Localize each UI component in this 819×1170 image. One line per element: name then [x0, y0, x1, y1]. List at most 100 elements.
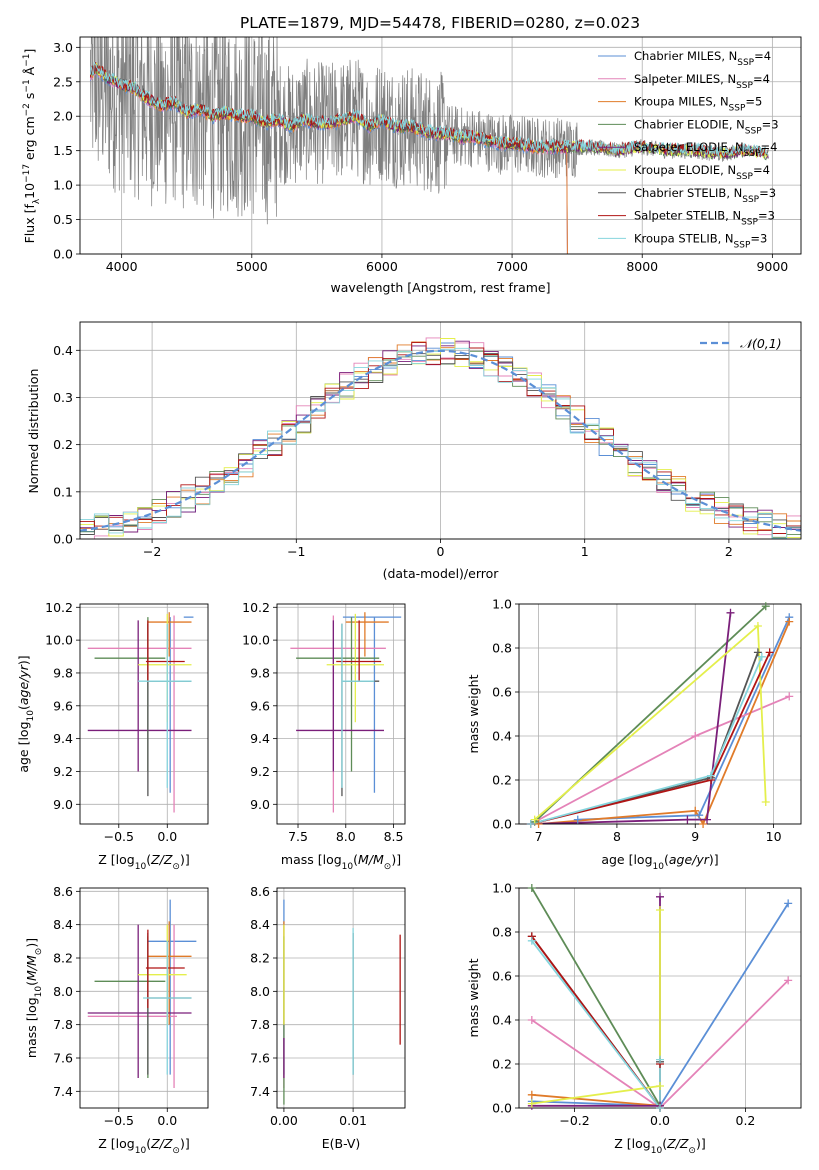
legend: 𝒩(0,1)	[700, 336, 782, 351]
weight-vs-Z-panel: −0.2 0.0 0.2 0.0 0.2 0.4 0.6 0.8 1.0 mass weight Z…	[466, 881, 802, 1156]
y-tick-label: 9.6	[250, 698, 270, 713]
legend-label: Chabrier STELIB, NSSP=3	[634, 186, 776, 205]
weight-marker	[656, 1082, 664, 1090]
x-axis-label: mass [log10(M/M⊙)]	[281, 852, 401, 872]
y-axis-label: Flux [fλ10−17 erg cm−2 s−1 Å−1]	[22, 49, 42, 244]
weight-line	[530, 612, 732, 824]
weight-marker	[691, 732, 700, 740]
y-tick-label: 8.2	[250, 951, 270, 966]
y-axis-label: mass weight	[466, 958, 481, 1037]
weight-marker	[656, 1055, 664, 1064]
axes-frame	[79, 603, 209, 825]
weight-marker	[656, 892, 664, 901]
legend-label: Kroupa MILES, NSSP=5	[634, 95, 762, 114]
y-tick-label: 0.8	[492, 925, 512, 940]
weight-marker	[656, 1104, 664, 1112]
y-tick-label: 0.6	[492, 685, 512, 700]
weight-marker	[785, 692, 794, 701]
weight-marker	[703, 815, 711, 824]
y-tick-label: 1.0	[492, 597, 512, 612]
y-tick-label: 0.0	[492, 817, 512, 832]
y-tick-label: 0.1	[53, 484, 73, 499]
x-tick-label: 2	[725, 544, 733, 559]
x-tick-label: 8.0	[336, 829, 356, 844]
weight-marker	[683, 815, 692, 824]
y-tick-label: 10.2	[45, 600, 73, 615]
x-axis-label: E(B-V)	[322, 1136, 361, 1151]
x-axis-label: wavelength [Angstrom, rest frame]	[330, 280, 550, 295]
y-tick-label: 9.2	[53, 764, 73, 779]
y-tick-label: 0.8	[492, 641, 512, 656]
axes-frame	[276, 887, 406, 1109]
axes: −0.5 0.0 7.4 7.6 7.8 8.0 8.2 8.4 8.6 Z [log10(Z/Z…	[24, 884, 209, 1156]
gaussian-curve	[80, 349, 801, 532]
plot-area	[87, 899, 197, 1088]
plot-area	[290, 612, 402, 813]
x-tick-label: 8.5	[384, 829, 404, 844]
legend-label: Salpeter ELODIE, NSSP=4	[634, 140, 777, 159]
grid	[80, 888, 208, 1108]
x-tick-label: 0.0	[650, 1113, 670, 1128]
y-tick-label: 9.6	[53, 698, 73, 713]
y-tick-label: 8.0	[250, 984, 270, 999]
y-axis-label: Normed distribution	[26, 369, 41, 494]
y-tick-label: 0.4	[492, 1013, 512, 1028]
weight-line	[577, 616, 791, 821]
x-tick-label: 8000	[626, 259, 658, 274]
weight-marker	[573, 815, 582, 824]
y-tick-label: 7.6	[250, 1051, 270, 1066]
x-axis-label: Z [log10(Z/Z⊙)]	[98, 1136, 189, 1156]
figure-title: PLATE=1879, MJD=54478, FIBERID=0280, z=0…	[240, 14, 640, 32]
x-tick-label: 0.0	[157, 1113, 177, 1128]
weight-vs-age-panel: 7 8 9 10 0.0 0.2 0.4 0.6 0.8 1.0 mass weight age [l…	[466, 597, 802, 872]
x-tick-label: −0.2	[559, 1113, 589, 1128]
y-tick-label: 8.2	[53, 951, 73, 966]
model-spectrum-kroupa-stelib	[89, 61, 769, 158]
y-tick-label: 0.0	[492, 1101, 512, 1116]
residual-hist-panel: −2 −1 0 1 2 0.0 0.1 0.2 0.3 0.4 (data-model)/error…	[26, 321, 802, 581]
y-tick-label: 8.4	[53, 917, 73, 932]
spectrum-panel: 4000 5000 6000 7000 8000 9000 0.0 0.5 1.0 1.5 2.0 2…	[22, 36, 802, 295]
weight-marker	[530, 815, 539, 824]
axes: 4000 5000 6000 7000 8000 9000 0.0 0.5 1.0 1.5 2.0 2…	[22, 36, 802, 295]
x-tick-label: 7	[535, 829, 543, 844]
weight-marker	[656, 906, 664, 914]
weight-marker	[699, 820, 708, 828]
axes: −0.5 0.0 9.0 9.2 9.4 9.6 9.8 10.0 10.2 Z [log10(Z…	[16, 600, 209, 872]
weight-marker	[784, 899, 793, 908]
x-tick-label: 9000	[756, 259, 788, 274]
y-tick-label: 10.0	[45, 633, 73, 648]
legend-label: Salpeter MILES, NSSP=4	[634, 72, 770, 91]
y-tick-label: 1.5	[53, 143, 73, 158]
legend-label: Chabrier ELODIE, NSSP=3	[634, 117, 779, 136]
y-tick-label: 9.4	[250, 731, 270, 746]
x-tick-label: 6000	[366, 259, 398, 274]
y-tick-label: 0.2	[492, 773, 512, 788]
weight-marker	[785, 617, 794, 626]
weight-marker	[691, 806, 700, 815]
legend-label: Kroupa STELIB, NSSP=3	[634, 231, 767, 250]
axes: 7 8 9 10 0.0 0.2 0.4 0.6 0.8 1.0 mass weight age [l…	[466, 597, 802, 872]
x-axis-label: Z [log10(Z/Z⊙)]	[98, 852, 189, 872]
weight-line	[531, 888, 661, 1107]
residual-histogram-salpeter-stelib	[80, 342, 801, 534]
y-tick-label: 7.8	[53, 1017, 73, 1032]
plot-area	[80, 337, 801, 539]
x-tick-label: 0.00	[270, 1113, 298, 1128]
x-axis-label: Z [log10(Z/Z⊙)]	[614, 1136, 705, 1156]
x-tick-label: 7000	[496, 259, 528, 274]
age-vs-Z-panel: −0.5 0.0 9.0 9.2 9.4 9.6 9.8 10.0 10.2 Z [log10(Z…	[16, 600, 209, 872]
axes-frame	[276, 603, 406, 825]
x-tick-label: 0.2	[736, 1113, 756, 1128]
x-tick-label: 7.5	[288, 829, 308, 844]
y-tick-label: 9.2	[250, 764, 270, 779]
x-tick-label: 0.01	[339, 1113, 367, 1128]
y-tick-label: 8.4	[250, 917, 270, 932]
plot-area	[87, 612, 194, 813]
x-tick-label: 5000	[236, 259, 268, 274]
legend-label: Chabrier MILES, NSSP=4	[634, 49, 771, 68]
y-tick-label: 0.3	[53, 390, 73, 405]
axes: −2 −1 0 1 2 0.0 0.1 0.2 0.3 0.4 (data-model)/error…	[26, 321, 802, 581]
y-tick-label: 0.4	[492, 729, 512, 744]
grid	[80, 604, 208, 824]
